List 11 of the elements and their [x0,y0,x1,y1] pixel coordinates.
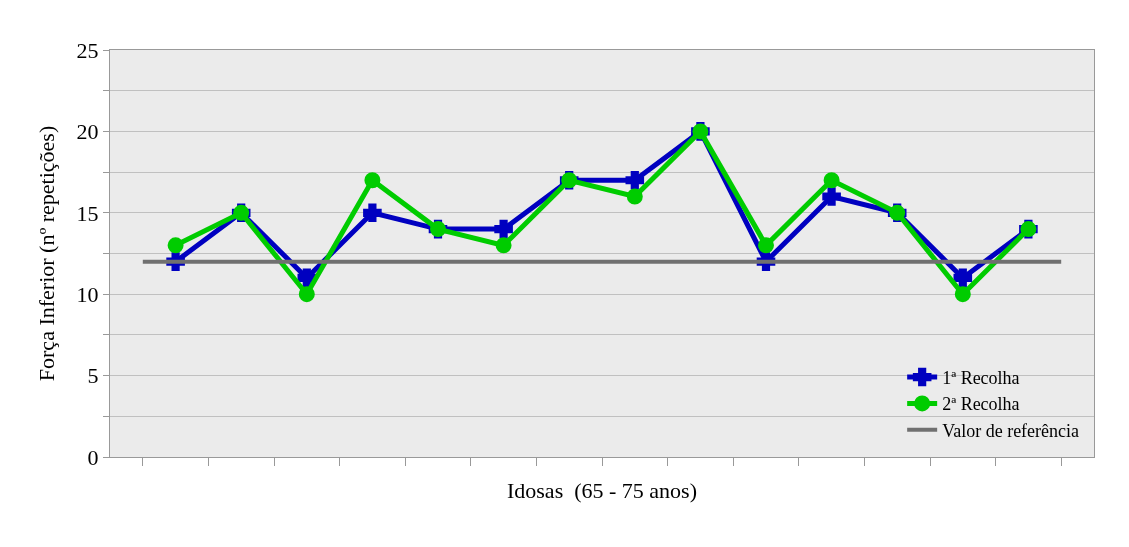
legend-label: Valor de referência [942,420,1080,441]
y-tick-label: 20 [76,119,99,145]
y-axis-title: Força Inferior (nº repetições) [34,125,60,382]
y-tick-label: 25 [76,37,99,63]
y-tick-label: 5 [87,363,99,389]
x-axis-title: Idosas (65 - 75 anos) [506,478,698,504]
y-tick-label: 15 [76,200,99,226]
legend-label: 2ª Recolha [942,394,1020,415]
legend-label: 1ª Recolha [942,368,1020,389]
y-tick-label: 0 [87,444,99,470]
y-tick-label: 10 [76,281,99,307]
